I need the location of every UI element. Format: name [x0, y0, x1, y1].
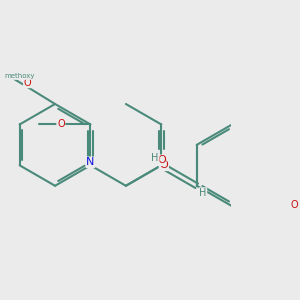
Text: O: O	[57, 119, 64, 129]
Text: methoxy: methoxy	[4, 74, 34, 80]
Text: O: O	[24, 77, 31, 88]
Text: O: O	[290, 200, 298, 210]
Text: N: N	[86, 157, 95, 167]
Text: O: O	[160, 160, 168, 170]
Text: H: H	[199, 188, 206, 198]
Text: H: H	[152, 153, 159, 163]
Text: O: O	[157, 155, 166, 165]
